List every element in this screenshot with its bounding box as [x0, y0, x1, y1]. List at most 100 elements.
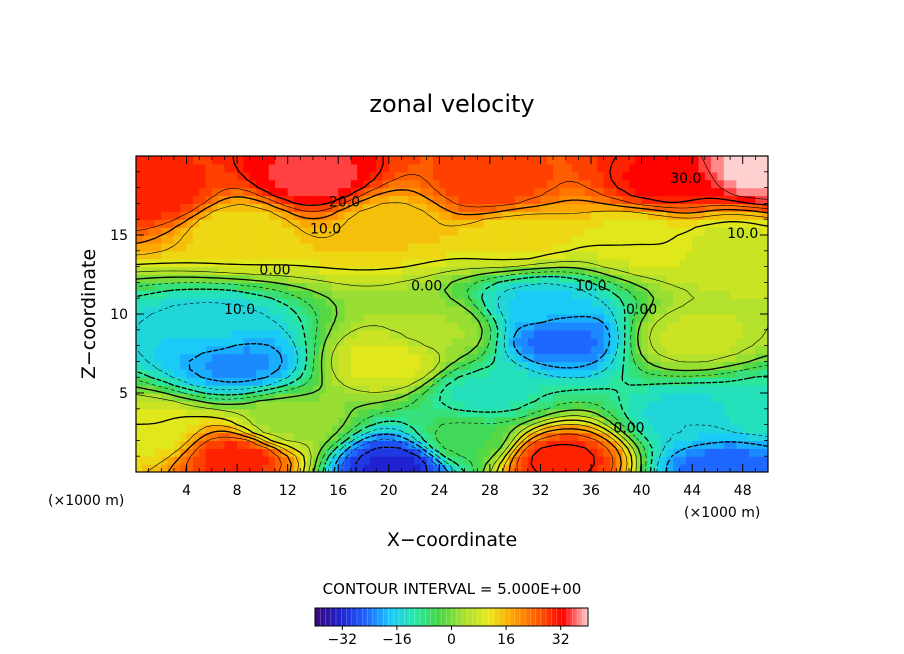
- field-cell: [616, 227, 624, 236]
- field-cell: [445, 314, 453, 323]
- field-cell: [578, 258, 586, 268]
- field-cell: [521, 211, 529, 220]
- field-cell: [148, 290, 156, 299]
- field-cell: [553, 227, 561, 236]
- field-cell: [470, 195, 478, 204]
- field-cell: [388, 274, 396, 283]
- field-cell: [736, 156, 744, 165]
- field-cell: [262, 424, 270, 434]
- field-cell: [249, 393, 257, 402]
- field-cell: [420, 400, 428, 410]
- field-cell: [622, 227, 630, 236]
- field-cell: [730, 416, 737, 426]
- field-cell: [439, 298, 447, 307]
- field-cell: [654, 219, 662, 228]
- field-cell: [755, 345, 763, 355]
- field-cell: [407, 219, 415, 228]
- field-cell: [730, 156, 737, 165]
- field-cell: [148, 163, 156, 173]
- field-cell: [673, 377, 681, 386]
- field-cell: [275, 448, 282, 457]
- field-cell: [218, 464, 226, 472]
- field-cell: [704, 353, 712, 362]
- field-cell: [136, 187, 143, 197]
- field-cell: [344, 219, 352, 228]
- field-cell: [262, 211, 270, 220]
- field-cell: [388, 400, 396, 410]
- field-cell: [723, 171, 731, 181]
- field-cell: [527, 227, 535, 236]
- field-cell: [470, 156, 478, 165]
- x-axis: 4 8 12 16 20 24 28 32 36 40 44 48: [148, 156, 756, 499]
- field-cell: [199, 242, 207, 252]
- field-cell: [603, 432, 611, 441]
- field-cell: [338, 242, 346, 252]
- field-cell: [161, 464, 169, 472]
- field-cell: [167, 456, 175, 465]
- field-cell: [685, 250, 693, 260]
- field-cell: [610, 163, 617, 173]
- field-cell: [584, 235, 592, 244]
- field-cell: [186, 456, 194, 465]
- field-cell: [407, 456, 415, 465]
- field-cell: [565, 337, 573, 347]
- field-cell: [237, 321, 245, 331]
- field-cell: [376, 211, 384, 220]
- field-cell: [369, 314, 377, 323]
- field-cell: [673, 385, 681, 394]
- field-cell: [230, 203, 238, 212]
- field-cell: [237, 235, 245, 244]
- field-cell: [572, 203, 579, 212]
- field-cell: [540, 195, 548, 204]
- field-cell: [635, 314, 643, 323]
- field-cell: [584, 171, 592, 181]
- field-cell: [508, 345, 516, 355]
- field-cell: [363, 393, 371, 402]
- field-cell: [572, 171, 579, 181]
- field-cell: [268, 195, 276, 204]
- field-cell: [414, 282, 421, 291]
- field-cell: [546, 306, 554, 315]
- field-cell: [180, 306, 188, 315]
- field-cell: [180, 353, 188, 362]
- field-cell: [344, 298, 352, 307]
- field-cell: [483, 329, 491, 339]
- field-cell: [224, 163, 232, 173]
- field-cell: [256, 306, 263, 315]
- field-cell: [401, 400, 409, 410]
- field-cell: [489, 321, 497, 331]
- field-cell: [300, 377, 308, 386]
- y-tick-label: 15: [110, 228, 128, 244]
- field-cell: [610, 393, 617, 402]
- field-cell: [692, 258, 700, 268]
- field-cell: [742, 187, 750, 197]
- field-cell: [736, 377, 744, 386]
- field-cell: [268, 408, 276, 418]
- field-cell: [312, 361, 320, 370]
- field-cell: [610, 235, 617, 244]
- field-cell: [294, 219, 301, 228]
- field-cell: [445, 464, 453, 472]
- colorbar-tick-label: 16: [497, 632, 515, 648]
- field-cell: [515, 416, 523, 426]
- field-cell: [698, 274, 706, 283]
- field-cell: [742, 321, 750, 331]
- field-cell: [540, 464, 548, 472]
- field-cell: [673, 321, 681, 331]
- field-cell: [597, 274, 605, 283]
- field-cell: [673, 361, 681, 370]
- field-cell: [603, 250, 611, 260]
- field-cell: [256, 456, 263, 465]
- field-cell: [281, 242, 289, 252]
- contour-line-neg15: [136, 283, 768, 472]
- field-cell: [142, 235, 150, 244]
- field-cell: [426, 385, 434, 394]
- field-cell: [591, 258, 598, 268]
- field-cell: [591, 361, 598, 370]
- field-cell: [761, 400, 768, 410]
- field-cell: [230, 448, 238, 457]
- field-cell: [344, 416, 352, 426]
- field-cell: [654, 377, 662, 386]
- field-cell: [610, 171, 617, 181]
- field-cell: [553, 250, 561, 260]
